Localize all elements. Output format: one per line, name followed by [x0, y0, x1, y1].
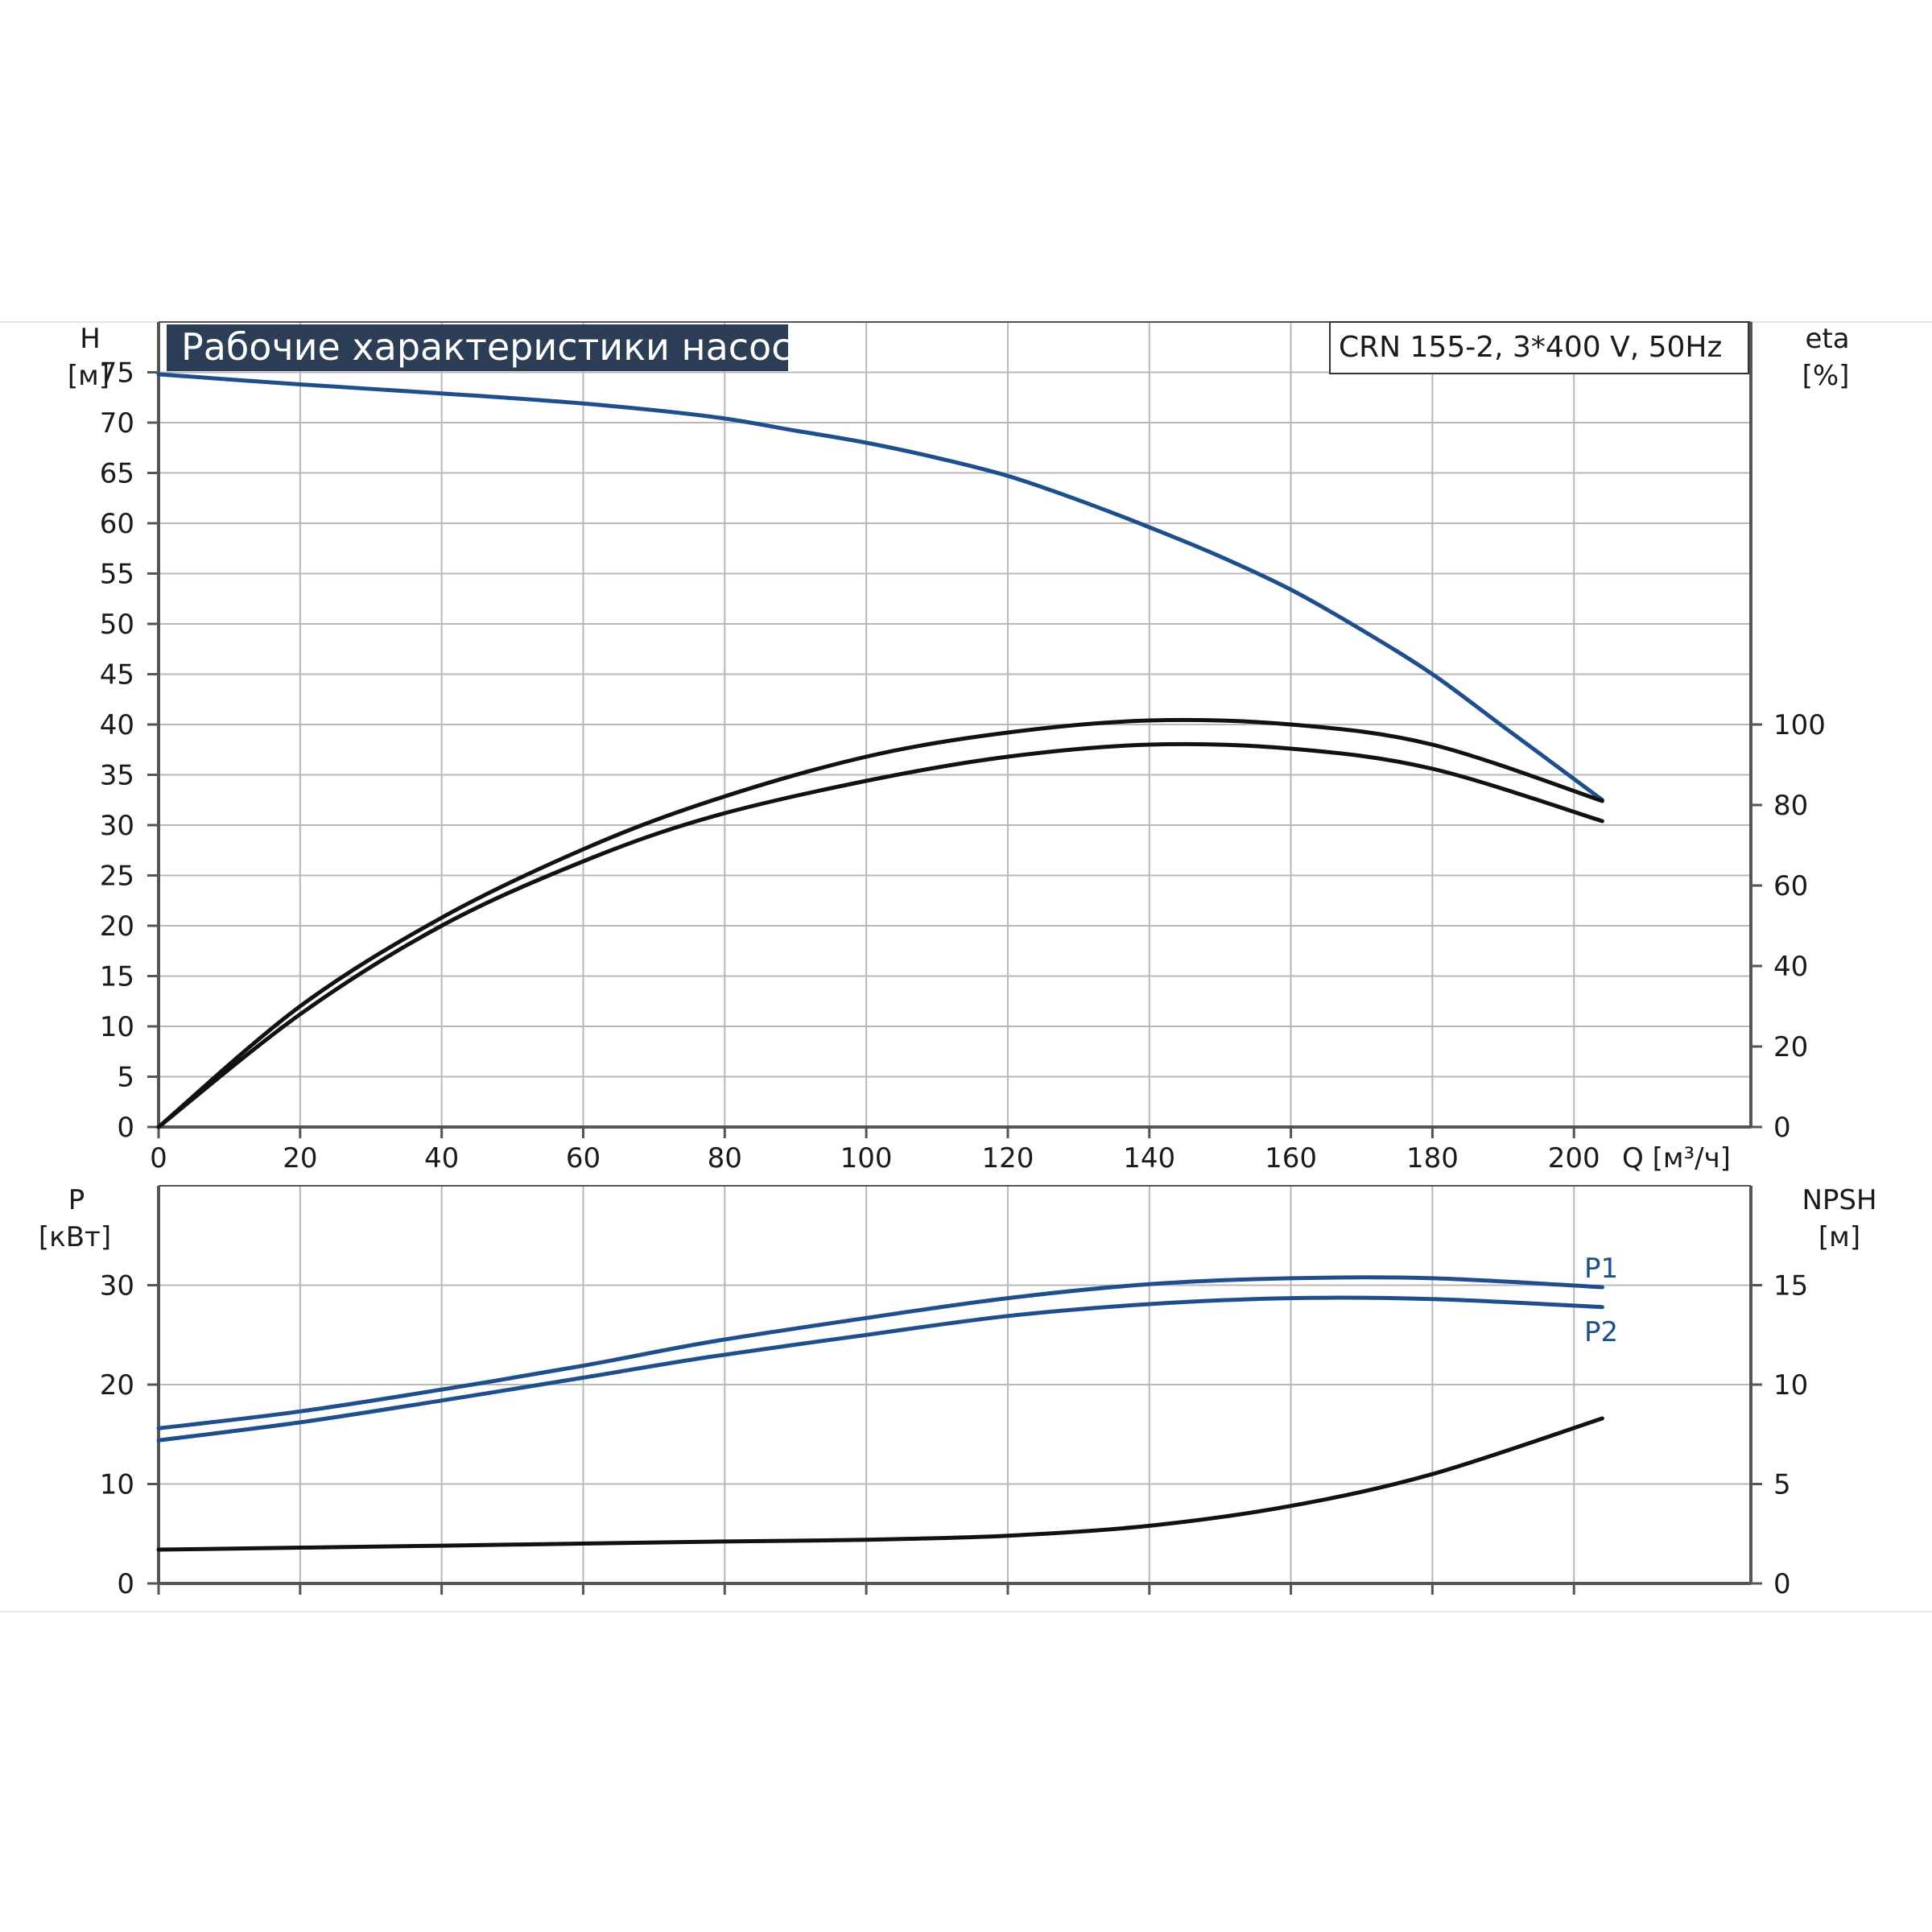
lower-left-axis-unit: [кВт] [39, 1221, 111, 1253]
x-tick-label: 40 [424, 1142, 459, 1174]
y-right-tick-label: 100 [1773, 709, 1826, 741]
y-left-tick-label: 55 [100, 559, 134, 591]
y-left-tick-label: 40 [100, 709, 134, 741]
chart-title: Рабочие характеристики насоса [181, 325, 815, 369]
y-left-tick-label: 65 [100, 458, 134, 490]
y-left-tick-label: 20 [100, 1369, 134, 1402]
lower-chart: 0 10 20 30 0 5 10 15 P [кВт] NPSH [м] P1 P2 [39, 1184, 1877, 1600]
upper-grid [159, 321, 1751, 1127]
x-tick-label: 100 [840, 1142, 893, 1174]
y-right-tick-label: 5 [1773, 1469, 1791, 1501]
x-tick-label: 20 [283, 1142, 317, 1174]
x-tick-label: 80 [708, 1142, 742, 1174]
y-right-tick-label: 0 [1773, 1568, 1791, 1600]
lower-ticks: 0 10 20 30 0 5 10 15 [100, 1270, 1809, 1601]
y-left-tick-label: 75 [100, 357, 134, 390]
lower-left-axis-label: P [68, 1184, 85, 1216]
y-left-tick-label: 60 [100, 508, 134, 540]
y-left-tick-label: 10 [100, 1011, 134, 1043]
y-left-tick-label: 5 [117, 1062, 134, 1094]
y-left-tick-label: 30 [100, 1270, 134, 1302]
x-tick-label: 200 [1548, 1142, 1600, 1174]
y-right-tick-label: 80 [1773, 790, 1808, 822]
model-box [1329, 321, 1749, 374]
y-left-tick-label: 50 [100, 609, 134, 641]
y-right-tick-label: 0 [1773, 1112, 1791, 1144]
p1-label: P1 [1584, 1253, 1618, 1285]
x-tick-label: 60 [566, 1142, 601, 1174]
y-left-tick-label: 35 [100, 760, 134, 792]
y-left-tick-label: 45 [100, 659, 134, 691]
upper-chart: 0 5 10 15 20 25 30 35 40 45 50 55 60 65 70 75 0 20 40 60 80 1… [68, 321, 1850, 1175]
series-line-P1 [156, 1275, 1604, 1430]
y-left-tick-label: 0 [117, 1568, 134, 1600]
y-right-tick-label: 40 [1773, 951, 1808, 983]
p2-label: P2 [1584, 1316, 1618, 1348]
series-line-eta-2 [156, 741, 1604, 1129]
y-left-tick-label: 0 [117, 1112, 134, 1144]
x-tick-label: 180 [1406, 1142, 1459, 1174]
y-left-tick-label: 20 [100, 910, 134, 943]
x-tick-label: 120 [981, 1142, 1034, 1174]
y-left-tick-label: 15 [100, 961, 134, 993]
y-left-tick-label: 10 [100, 1469, 134, 1501]
x-tick-label: 140 [1123, 1142, 1175, 1174]
y-left-tick-label: 25 [100, 861, 134, 893]
series-line-eta-1 [156, 717, 1604, 1129]
x-tick-label: 160 [1265, 1142, 1317, 1174]
upper-left-axis-unit: [м] [68, 360, 109, 392]
upper-series [156, 372, 1604, 1129]
series-line-npsh [156, 1416, 1604, 1552]
model-label: CRN 155-2, 3*400 V, 50Hz [1339, 331, 1722, 364]
y-right-tick-label: 20 [1773, 1031, 1808, 1063]
series-line-P2 [156, 1295, 1604, 1443]
x-tick-label: 0 [150, 1142, 167, 1174]
upper-right-axis-label: eta [1805, 323, 1849, 355]
y-left-tick-label: 70 [100, 407, 134, 440]
upper-right-axis-unit: [%] [1802, 360, 1850, 392]
upper-ticks: 0 5 10 15 20 25 30 35 40 45 50 55 60 65 70 75 0 20 40 60 80 1… [100, 357, 1826, 1175]
x-axis-label: Q [м³/ч] [1622, 1142, 1731, 1174]
y-right-tick-label: 15 [1773, 1270, 1808, 1302]
y-right-tick-label: 10 [1773, 1369, 1808, 1402]
upper-left-axis-label: H [80, 323, 101, 355]
y-right-tick-label: 60 [1773, 870, 1808, 902]
lower-series [156, 1275, 1604, 1552]
title-box [167, 324, 788, 371]
series-line-head [156, 372, 1604, 803]
lower-right-axis-unit: [м] [1818, 1221, 1860, 1253]
y-left-tick-label: 30 [100, 810, 134, 842]
lower-grid [159, 1186, 1751, 1583]
lower-right-axis-label: NPSH [1802, 1184, 1876, 1216]
